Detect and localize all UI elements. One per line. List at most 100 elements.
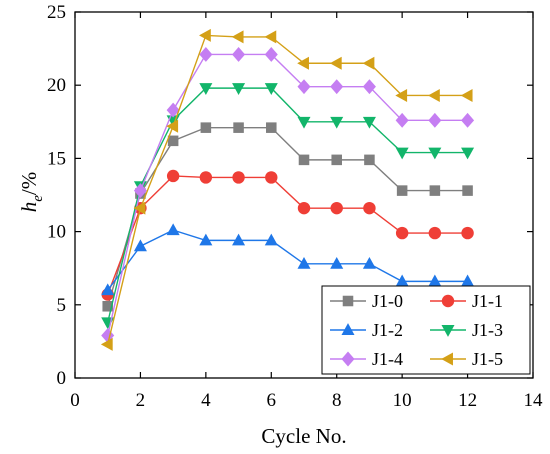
data-point: [101, 283, 115, 296]
data-point: [102, 300, 113, 312]
data-point: [200, 122, 212, 133]
legend-item: J1-1: [430, 291, 503, 311]
data-point: [429, 185, 441, 196]
series-line: [107, 126, 468, 307]
data-point: [461, 147, 475, 160]
series-J1-5: [100, 28, 473, 351]
data-point: [329, 56, 342, 70]
legend-label: J1-3: [472, 320, 503, 340]
legend-item: J1-0: [330, 291, 403, 311]
data-point: [231, 30, 244, 44]
legend-marker: [441, 325, 455, 337]
legend-item: J1-5: [430, 349, 503, 369]
legend-label: J1-1: [472, 291, 503, 311]
data-point: [395, 88, 408, 102]
data-point: [362, 79, 376, 95]
data-point: [330, 79, 344, 95]
data-point: [364, 154, 375, 166]
data-point: [133, 239, 147, 252]
legend: J1-0 J1-1 J1-2 J1-3 J1-4 J1-5: [321, 285, 531, 375]
data-point: [331, 154, 342, 166]
data-point: [297, 56, 309, 70]
data-point: [461, 274, 475, 287]
y-axis-title: he/%: [17, 172, 46, 213]
x-tick-label: 4: [201, 390, 211, 411]
data-point: [199, 28, 211, 42]
legend-label: J1-2: [372, 320, 403, 340]
data-point: [133, 201, 146, 215]
data-point: [298, 154, 310, 166]
data-point: [395, 274, 409, 287]
data-point: [396, 185, 408, 196]
legend-label: J1-0: [372, 291, 403, 311]
y-tick-label: 20: [47, 75, 66, 96]
data-point: [362, 256, 376, 269]
legend-item: J1-3: [430, 320, 503, 340]
x-tick-label: 6: [267, 390, 277, 411]
data-point: [330, 201, 343, 215]
x-tick-label: 10: [393, 390, 412, 411]
x-tick-label: 14: [524, 390, 544, 411]
legend-marker: [342, 295, 354, 307]
legend-label: J1-4: [372, 349, 403, 369]
x-axis: 0 2 4 6 8 10 12 14: [70, 12, 543, 411]
x-axis-title: Cycle No.: [261, 424, 346, 448]
axes-frame: [74, 11, 534, 379]
data-point: [297, 201, 311, 215]
data-point: [264, 83, 278, 95]
series-line: [107, 87, 468, 323]
data-point: [460, 88, 473, 102]
data-point: [166, 223, 180, 236]
series-line: [107, 229, 468, 291]
data-point: [232, 83, 246, 95]
y-tick-label: 15: [47, 148, 66, 169]
data-point: [133, 183, 147, 199]
data-point: [297, 256, 311, 269]
data-point: [166, 169, 180, 183]
data-point: [330, 256, 344, 269]
y-tick-label: 25: [47, 2, 66, 23]
data-point: [428, 226, 442, 240]
data-point: [100, 337, 113, 351]
series-group: [100, 28, 475, 351]
legend-marker: [441, 294, 455, 308]
data-point: [428, 147, 442, 160]
data-point: [428, 88, 440, 102]
data-point: [199, 171, 213, 184]
data-point: [297, 116, 311, 129]
data-point: [264, 47, 278, 62]
x-tick-label: 12: [458, 390, 477, 411]
series-J1-2: [101, 223, 475, 296]
x-tick-label: 8: [332, 390, 342, 411]
data-point: [428, 112, 442, 128]
data-point: [166, 119, 179, 133]
data-point: [232, 233, 246, 246]
data-point: [362, 116, 376, 129]
data-point: [167, 135, 179, 147]
data-point: [395, 226, 409, 240]
legend-marker: [341, 351, 355, 367]
data-point: [461, 112, 475, 128]
series-line: [107, 34, 468, 345]
y-axis: 0 5 10 15 20 25: [47, 2, 533, 389]
legend-marker: [341, 323, 355, 335]
y-tick-label: 10: [47, 222, 66, 243]
data-point: [362, 56, 375, 70]
legend-marker: [441, 352, 453, 366]
data-point: [297, 79, 311, 95]
y-axis-title-subscript: e: [30, 195, 46, 202]
data-point: [264, 30, 277, 44]
y-tick-label: 5: [57, 295, 67, 316]
data-point: [461, 226, 474, 240]
y-tick-label: 0: [57, 368, 67, 389]
legend-item: J1-2: [330, 320, 403, 340]
plot-frame: [74, 11, 534, 379]
data-point: [199, 83, 213, 95]
data-point: [363, 201, 376, 215]
data-point: [395, 147, 409, 160]
x-tick-label: 0: [70, 390, 80, 411]
series-J1-4: [101, 47, 475, 343]
data-point: [266, 122, 277, 133]
y-axis-title-main: h: [17, 202, 41, 213]
